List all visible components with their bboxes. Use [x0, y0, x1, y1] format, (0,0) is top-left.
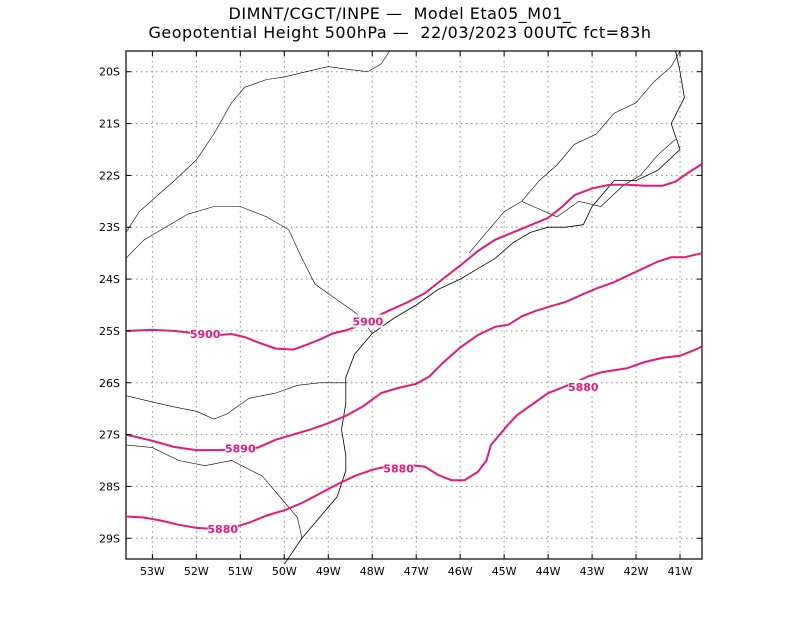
contour-label-5880: 5880: [383, 462, 414, 475]
state-border: [125, 382, 346, 420]
x-tick-label: 51W: [228, 565, 253, 578]
x-tick-label: 47W: [404, 565, 429, 578]
y-tick-label: 22S: [99, 169, 120, 182]
contour-label-bg: [190, 327, 221, 341]
contour-line-5900: [125, 163, 703, 351]
x-tick-label: 53W: [140, 565, 165, 578]
x-tick-label: 49W: [316, 565, 341, 578]
y-tick-label: 23S: [99, 221, 120, 234]
x-tick-label: 43W: [580, 565, 605, 578]
y-tick-label: 21S: [99, 118, 120, 131]
y-tick-label: 24S: [99, 273, 120, 286]
y-tick-label: 26S: [99, 377, 120, 390]
y-tick-label: 28S: [99, 480, 120, 493]
state-border: [125, 206, 373, 334]
x-tick-label: 52W: [184, 565, 209, 578]
map-frame: [125, 50, 703, 560]
contour-label-bg: [383, 461, 414, 475]
x-tick-label: 48W: [360, 565, 385, 578]
contour-label-bg: [225, 441, 256, 455]
geography-lines: [125, 50, 685, 565]
coastline: [283, 50, 685, 565]
contour-label-5900: 5900: [190, 328, 221, 341]
contour-label-bg: [207, 521, 238, 535]
y-axis-ticks: 20S 21S 22S 23S 24S 25S 26S 27S 28S 29S: [99, 66, 702, 545]
contour-label-5880: 5880: [207, 523, 238, 536]
contour-label-5900: 5900: [353, 316, 384, 329]
contour-label-bg: [352, 314, 383, 328]
x-tick-label: 42W: [624, 565, 649, 578]
y-tick-label: 27S: [99, 429, 120, 442]
x-tick-label: 46W: [448, 565, 473, 578]
state-border: [125, 444, 303, 539]
x-axis-ticks: 53W 52W 51W 50W 49W 48W 47W 46W 45W 44W 43W 42W 41W: [140, 51, 693, 578]
chart-title-line-2: Geopotential Height 500hPa — 22/03/2023 …: [148, 23, 652, 42]
chart-title-line-1: DIMNT/CGCT/INPE — Model Eta05_M01_: [228, 4, 572, 23]
contour-label-5890: 5890: [225, 443, 256, 456]
state-border: [125, 50, 391, 233]
chart-title: DIMNT/CGCT/INPE — Model Eta05_M01_ Geopo…: [0, 4, 800, 42]
y-tick-label: 29S: [99, 532, 120, 545]
x-tick-label: 45W: [492, 565, 517, 578]
grid-lines: [126, 51, 702, 559]
contour-label-bg: [568, 379, 599, 393]
y-tick-label: 20S: [99, 66, 120, 79]
state-border: [468, 138, 676, 254]
contour-line-5880: [125, 345, 703, 530]
contour-labels: 5900 5900 5890 5880 5880 5880: [190, 314, 599, 536]
x-tick-label: 44W: [536, 565, 561, 578]
state-border: [521, 50, 681, 202]
contour-label-5880: 5880: [568, 381, 599, 394]
x-tick-label: 50W: [272, 565, 297, 578]
x-tick-label: 41W: [668, 565, 693, 578]
y-tick-label: 25S: [99, 325, 120, 338]
